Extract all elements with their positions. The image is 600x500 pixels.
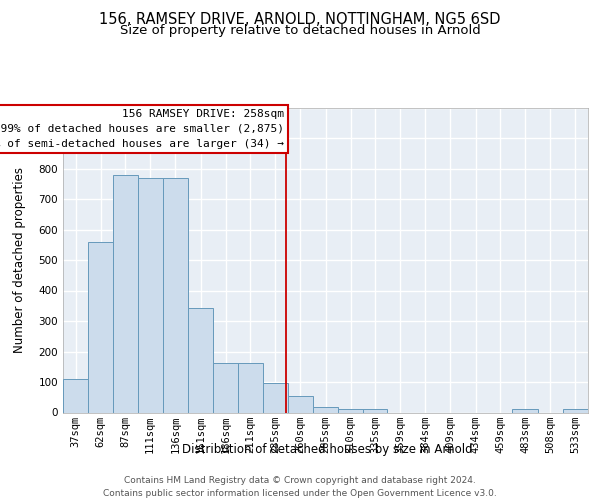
Y-axis label: Number of detached properties: Number of detached properties [13,167,26,353]
Text: Size of property relative to detached houses in Arnold: Size of property relative to detached ho… [119,24,481,37]
Text: 156, RAMSEY DRIVE, ARNOLD, NOTTINGHAM, NG5 6SD: 156, RAMSEY DRIVE, ARNOLD, NOTTINGHAM, N… [99,12,501,28]
Bar [238,363,263,412]
Text: 156 RAMSEY DRIVE: 258sqm
← 99% of detached houses are smaller (2,875)
1% of semi: 156 RAMSEY DRIVE: 258sqm ← 99% of detach… [0,109,284,148]
Text: Distribution of detached houses by size in Arnold: Distribution of detached houses by size … [182,442,472,456]
Bar [563,410,588,412]
Bar [137,178,163,412]
Bar [263,383,288,412]
Bar [88,242,113,412]
Bar [313,408,338,412]
Bar [113,175,137,412]
Bar [63,379,88,412]
Bar [338,408,363,412]
Bar [213,363,238,412]
Text: Contains HM Land Registry data © Crown copyright and database right 2024.
Contai: Contains HM Land Registry data © Crown c… [103,476,497,498]
Bar [363,408,388,412]
Bar [512,410,538,412]
Bar [188,308,213,412]
Bar [288,396,313,412]
Bar [163,178,188,412]
